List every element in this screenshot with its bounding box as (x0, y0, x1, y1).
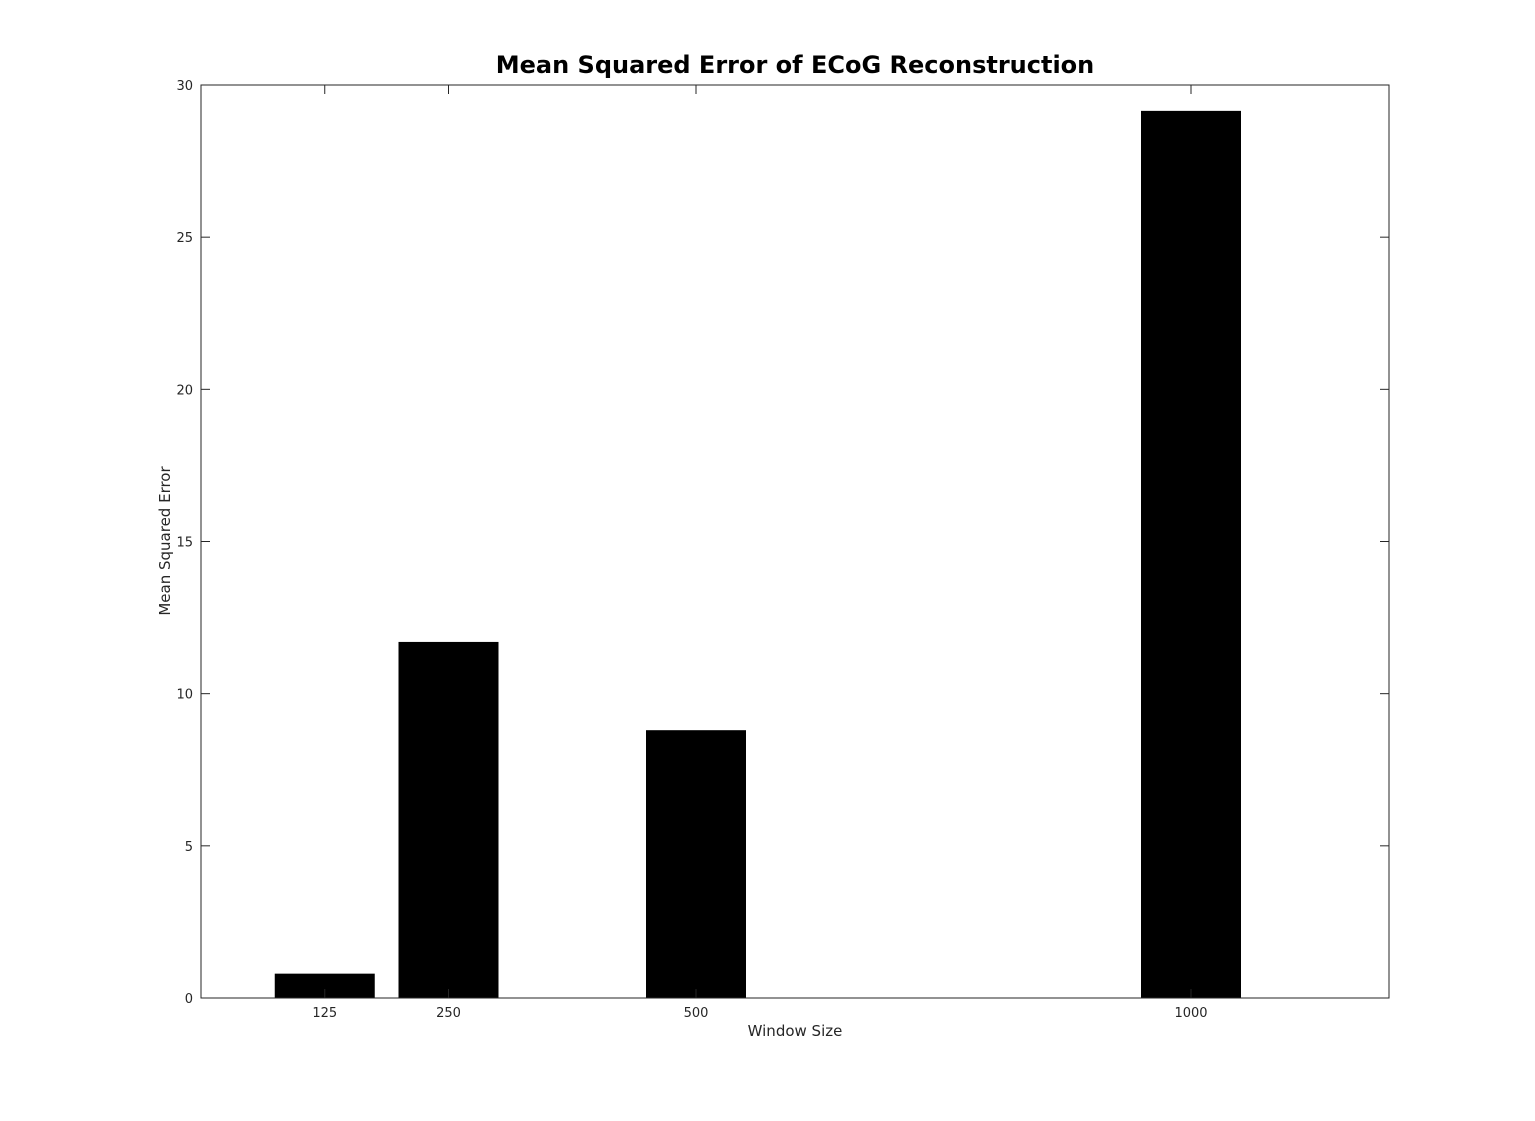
bar-1000 (1141, 110, 1241, 999)
y-tick-label-10: 10 (176, 688, 193, 703)
y-tick-label-20: 20 (176, 383, 193, 398)
x-tick-label-125: 125 (312, 1006, 337, 1021)
x-tick-label-1000: 1000 (1174, 1006, 1207, 1021)
y-tick-label-0: 0 (185, 992, 193, 1007)
y-tick-label-15: 15 (176, 536, 193, 551)
y-tick-label-25: 25 (176, 231, 193, 246)
x-tick-label-500: 500 (684, 1006, 709, 1021)
bar-500 (646, 730, 746, 998)
chart-title: Mean Squared Error of ECoG Reconstructio… (496, 51, 1095, 79)
bars-layer (274, 110, 1241, 999)
y-tick-label-30: 30 (176, 79, 193, 94)
y-tick-label-5: 5 (185, 840, 193, 855)
x-tick-label-250: 250 (436, 1006, 461, 1021)
bar-250 (398, 641, 499, 998)
y-axis-label: Mean Squared Error (156, 466, 174, 616)
ticks-layer: 125 250 500 1000 0 5 10 15 20 25 30 (176, 79, 1389, 1021)
x-axis-label: Window Size (748, 1022, 843, 1040)
